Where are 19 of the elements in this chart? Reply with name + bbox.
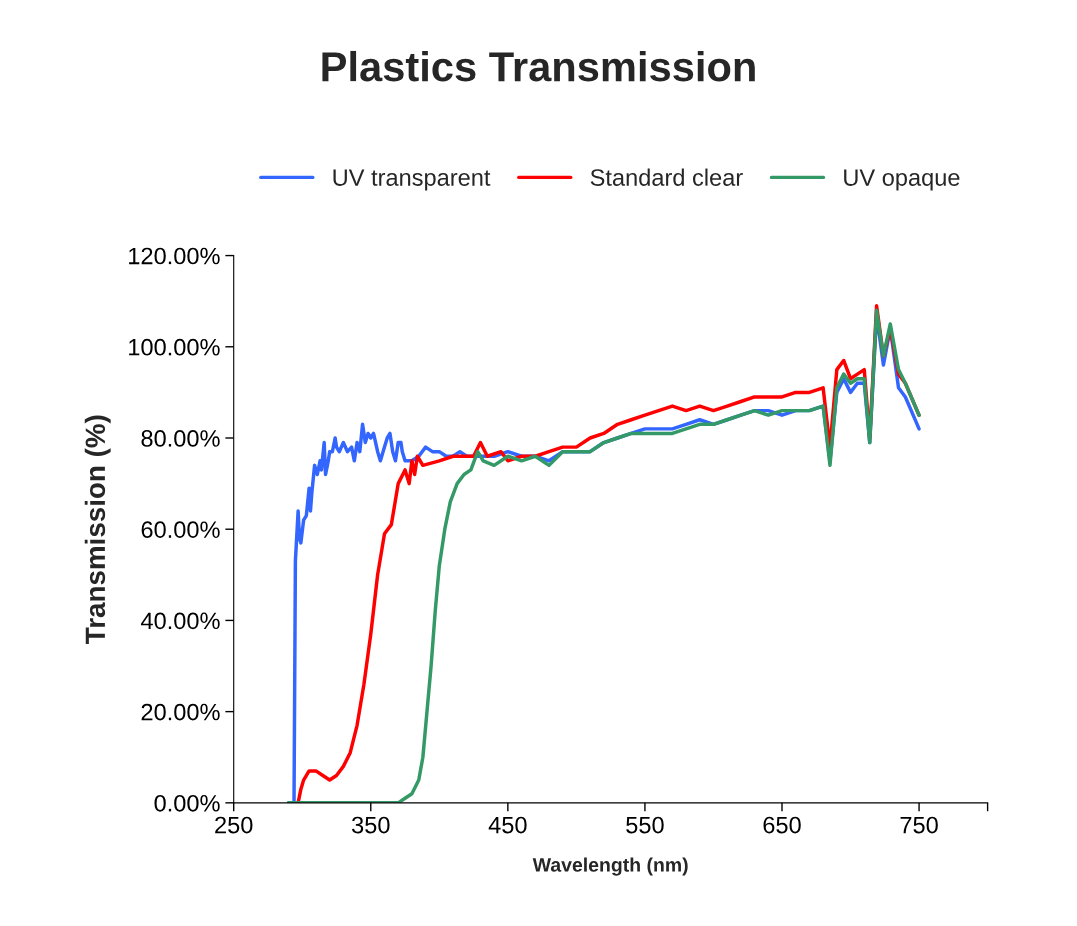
y-tick-label: 60.00% xyxy=(141,521,220,538)
legend-label: Standard clear xyxy=(590,168,743,186)
x-tick-label: 250 xyxy=(215,816,253,834)
y-tick-label: 40.00% xyxy=(140,612,220,630)
legend-label: UV opaque xyxy=(844,169,960,191)
y-tick-label: 100.00% xyxy=(129,338,220,356)
x-tick-label: 550 xyxy=(626,816,664,834)
y-tick-label: 0.00% xyxy=(154,794,220,812)
y-axis-title: Transmission (%) xyxy=(84,415,111,644)
chart-title: Plastics Transmission xyxy=(322,50,755,82)
y-tick-label: 20.00% xyxy=(141,703,220,721)
x-axis-title: Wavelength (nm) xyxy=(532,857,688,876)
y-tick-label: 80.00% xyxy=(141,430,220,447)
y-tick-label: 120.00% xyxy=(129,247,220,265)
x-tick-label: 650 xyxy=(763,816,801,834)
x-tick-label: 350 xyxy=(351,816,390,834)
legend-label: UV transparent xyxy=(333,169,491,191)
x-tick-label: 750 xyxy=(900,816,938,834)
x-tick-label: 450 xyxy=(488,816,527,834)
